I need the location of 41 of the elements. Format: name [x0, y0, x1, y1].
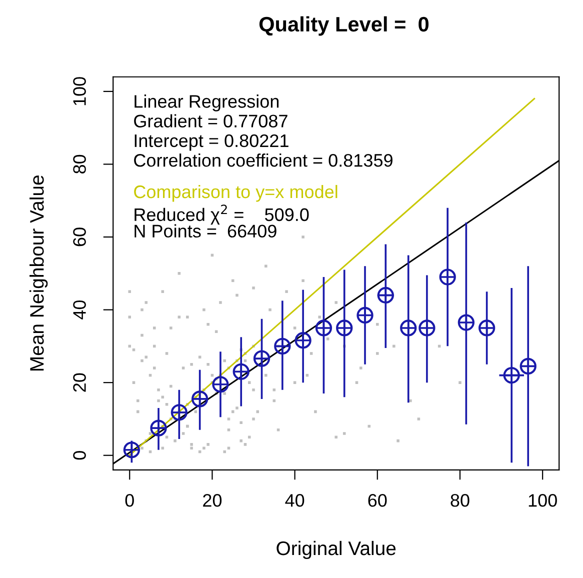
x-tick-label: 40 [285, 494, 304, 507]
point [150, 420, 167, 436]
point [315, 320, 332, 336]
annotation: Intercept = 0.80221 [134, 134, 288, 151]
point [478, 320, 496, 336]
x-tick-label: 0 [125, 494, 134, 507]
annotation: Correlation coefficient = 0.81359 [134, 154, 392, 167]
y-tick-label: 60 [73, 228, 86, 246]
annotation: N Points = 66409 [134, 224, 276, 238]
x-tick-label: 20 [203, 494, 222, 507]
point [253, 350, 270, 367]
x-axis-title: Original Value [276, 540, 396, 560]
point [294, 332, 312, 349]
y-tick-label: 80 [73, 154, 86, 174]
annotation: Reduced χ$^{2}$ = 509.0 [134, 204, 309, 225]
y-tick-label: 20 [73, 373, 86, 392]
point [418, 320, 436, 336]
y-tick-label: 100 [73, 77, 86, 106]
annotation: Gradient = 0.77087 [134, 114, 288, 128]
point [503, 366, 520, 384]
point [520, 358, 536, 375]
text: Comparison to y=x model [134, 184, 338, 202]
point [377, 286, 394, 304]
chart-title: Quality Level = 0 [259, 16, 429, 36]
point [274, 338, 291, 355]
point [170, 404, 188, 421]
text: Linear Regression [134, 94, 279, 112]
point [458, 314, 475, 331]
x-tick-label: 100 [528, 494, 557, 507]
point [336, 320, 353, 336]
point [191, 390, 208, 408]
point [212, 376, 229, 393]
y-tick-label: 0 [73, 451, 86, 460]
x-tick-label: 60 [368, 494, 387, 507]
point [439, 268, 456, 286]
point [400, 320, 417, 336]
point [356, 306, 374, 324]
x-tick-label: 80 [450, 494, 470, 507]
point [232, 363, 250, 380]
y-axis-title: Mean Neighbour Value [30, 176, 48, 371]
y-tick-label: 40 [73, 300, 86, 320]
